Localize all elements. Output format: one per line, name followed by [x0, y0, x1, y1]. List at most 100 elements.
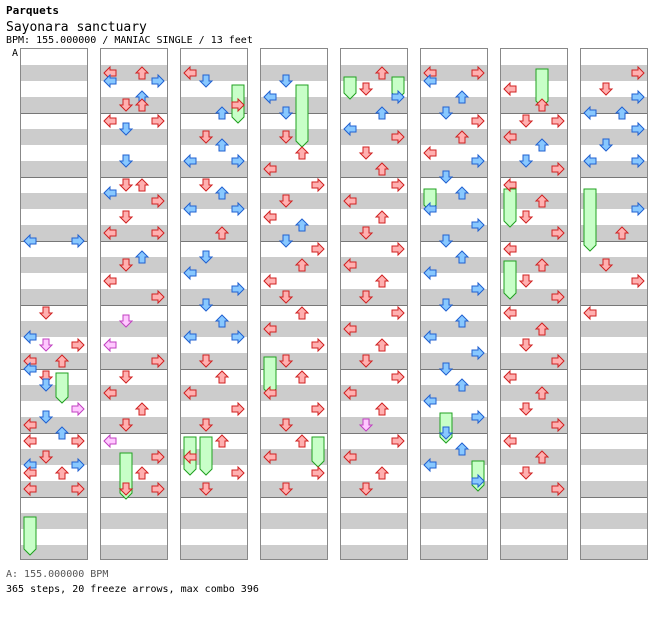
- blue-arrow: [118, 122, 134, 136]
- beat-stripe: [501, 353, 567, 369]
- blue-arrow: [198, 250, 214, 264]
- blue-arrow: [471, 217, 485, 233]
- red-arrow: [503, 305, 517, 321]
- red-arrow: [631, 65, 645, 81]
- red-arrow: [103, 273, 117, 289]
- beat-stripe: [101, 321, 167, 337]
- blue-arrow: [518, 154, 534, 168]
- beat-stripe: [421, 161, 487, 177]
- red-arrow: [454, 130, 470, 144]
- blue-arrow: [183, 265, 197, 281]
- blue-arrow: [423, 393, 437, 409]
- red-arrow: [374, 402, 390, 416]
- arrow-layer: [23, 233, 85, 556]
- red-arrow: [118, 178, 134, 192]
- blue-arrow: [423, 457, 437, 473]
- blue-arrow: [454, 378, 470, 392]
- beat-stripe: [181, 513, 247, 529]
- measure-line: [421, 177, 487, 178]
- red-arrow: [134, 66, 150, 80]
- beat-stripe: [181, 161, 247, 177]
- red-arrow: [118, 418, 134, 432]
- measure-line: [21, 113, 87, 114]
- arrow-layer: [263, 74, 325, 496]
- red-arrow: [503, 433, 517, 449]
- measure-line: [501, 305, 567, 306]
- beat-stripe: [181, 129, 247, 145]
- red-arrow: [503, 241, 517, 257]
- red-arrow: [358, 354, 374, 368]
- red-arrow: [551, 353, 565, 369]
- beat-stripe: [341, 513, 407, 529]
- blue-arrow: [71, 457, 85, 473]
- beat-stripe: [261, 225, 327, 241]
- red-arrow: [343, 257, 357, 273]
- measure-line: [21, 433, 87, 434]
- blue-arrow: [391, 89, 405, 105]
- beat-stripe: [101, 417, 167, 433]
- measure-line: [341, 305, 407, 306]
- red-arrow: [518, 114, 534, 128]
- red-arrow: [263, 385, 277, 401]
- red-arrow: [471, 65, 485, 81]
- red-arrow: [151, 113, 165, 129]
- red-arrow: [278, 418, 294, 432]
- red-arrow: [391, 241, 405, 257]
- red-arrow: [151, 225, 165, 241]
- step-stats: 365 steps, 20 freeze arrows, max combo 3…: [6, 584, 259, 595]
- beat-stripe: [581, 449, 647, 465]
- beat-stripe: [421, 193, 487, 209]
- red-arrow: [134, 178, 150, 192]
- measure-line: [581, 497, 647, 498]
- blue-arrow: [214, 314, 230, 328]
- measure-line: [261, 497, 327, 498]
- beat-stripe: [341, 193, 407, 209]
- measure-line: [341, 369, 407, 370]
- beat-stripe: [261, 65, 327, 81]
- red-arrow: [551, 481, 565, 497]
- red-arrow: [71, 481, 85, 497]
- blue-arrow: [23, 329, 37, 345]
- song-title: Sayonara sanctuary: [6, 20, 147, 35]
- beat-stripe: [21, 449, 87, 465]
- beat-stripe: [101, 353, 167, 369]
- arrow-layer: [343, 66, 405, 496]
- red-arrow: [391, 433, 405, 449]
- blue-arrow: [103, 185, 117, 201]
- measure-line: [21, 241, 87, 242]
- blue-arrow: [583, 105, 597, 121]
- blue-arrow: [438, 170, 454, 184]
- red-arrow: [358, 290, 374, 304]
- measure-line: [341, 241, 407, 242]
- red-arrow: [263, 273, 277, 289]
- red-arrow: [374, 274, 390, 288]
- measure-line: [581, 433, 647, 434]
- red-arrow: [551, 113, 565, 129]
- measure-line: [21, 369, 87, 370]
- beat-stripe: [341, 97, 407, 113]
- red-arrow: [278, 290, 294, 304]
- measure-line: [181, 113, 247, 114]
- beat-stripe: [21, 65, 87, 81]
- beat-stripe: [581, 289, 647, 305]
- red-arrow: [534, 322, 550, 336]
- red-arrow: [263, 161, 277, 177]
- beat-stripe: [101, 449, 167, 465]
- measure-line: [261, 241, 327, 242]
- pink-arrow: [118, 314, 134, 328]
- beat-stripe: [501, 449, 567, 465]
- beat-stripe: [21, 257, 87, 273]
- beat-stripe: [421, 289, 487, 305]
- beat-stripe: [581, 225, 647, 241]
- red-arrow: [358, 482, 374, 496]
- beat-stripe: [101, 161, 167, 177]
- measure-line: [181, 241, 247, 242]
- red-arrow: [551, 225, 565, 241]
- pink-arrow: [358, 418, 374, 432]
- blue-arrow: [438, 298, 454, 312]
- beat-stripe: [21, 321, 87, 337]
- red-arrow: [23, 417, 37, 433]
- beat-stripe: [501, 385, 567, 401]
- bpm-difficulty-line: BPM: 155.000000 / MANIAC SINGLE / 13 fee…: [6, 35, 253, 46]
- measure-line: [581, 305, 647, 306]
